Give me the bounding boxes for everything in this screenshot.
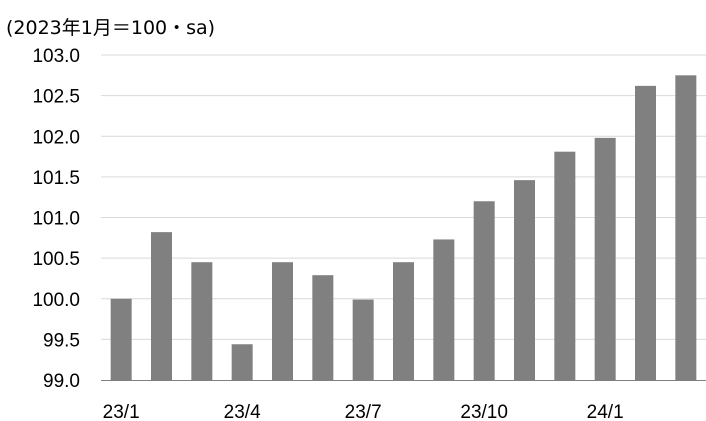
bar — [352, 299, 374, 380]
x-tick-label: 23/7 — [345, 402, 382, 421]
bar — [433, 239, 455, 380]
bar — [675, 75, 697, 380]
bar — [473, 201, 495, 380]
bar — [110, 298, 132, 380]
bar — [191, 262, 213, 380]
x-tick-label: 24/1 — [587, 402, 624, 421]
y-tick-label: 100.0 — [32, 290, 80, 311]
x-tick-label: 23/10 — [460, 402, 508, 421]
y-tick-label: 103.0 — [32, 46, 80, 67]
x-axis-ticks: 23/1 23/4 23/7 23/10 24/1 — [103, 402, 624, 421]
y-tick-label: 100.5 — [32, 249, 80, 270]
unit-label: (2023年1月＝100・sa) — [6, 17, 215, 39]
x-tick-label: 23/4 — [224, 402, 261, 421]
y-tick-label: 101.0 — [32, 209, 80, 230]
bar — [272, 262, 293, 380]
bar — [594, 137, 616, 380]
y-tick-label: 99.5 — [43, 330, 80, 351]
bar — [312, 275, 334, 380]
y-tick-label: 102.5 — [32, 87, 80, 108]
bar — [554, 151, 576, 380]
bar — [151, 232, 172, 380]
bar — [635, 85, 656, 380]
y-tick-label: 101.5 — [32, 168, 80, 189]
bar — [393, 262, 414, 380]
x-tick-label: 23/1 — [103, 402, 140, 421]
bars — [110, 75, 697, 380]
bar — [514, 180, 535, 380]
y-tick-label: 102.0 — [32, 127, 80, 148]
bar — [231, 344, 253, 380]
y-axis-ticks: 99.0 99.5 100.0 100.5 101.0 101.5 102.0 102.5 10… — [32, 46, 80, 392]
y-tick-label: 99.0 — [43, 371, 80, 392]
